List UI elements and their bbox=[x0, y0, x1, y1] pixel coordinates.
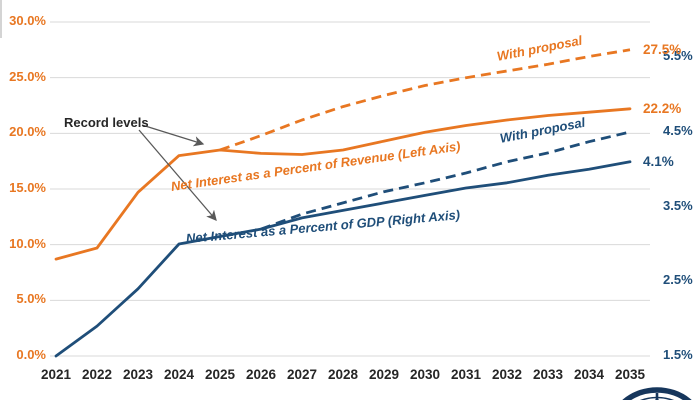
series-line-proposal-left bbox=[219, 48, 631, 152]
x-axis-tick: 2022 bbox=[81, 367, 113, 382]
record-levels-arrows bbox=[138, 124, 217, 221]
x-axis-tick: 2027 bbox=[286, 367, 318, 382]
x-axis-tick: 2021 bbox=[40, 367, 72, 382]
right-axis-tick: 1.5% bbox=[663, 347, 693, 362]
crfb-logo bbox=[622, 387, 692, 400]
x-axis-tick: 2029 bbox=[368, 367, 400, 382]
right-axis-tick: 4.5% bbox=[663, 122, 693, 138]
series-end-label: 27.5% bbox=[643, 41, 682, 57]
left-axis-tick: 20.0% bbox=[9, 124, 46, 140]
right-axis-tick: 2.5% bbox=[663, 272, 693, 288]
right-axis-tick: 3.5% bbox=[663, 197, 693, 213]
series-line-baseline-right bbox=[54, 160, 632, 358]
left-axis-tick: 10.0% bbox=[9, 235, 46, 251]
right-axis-tick: 5.5% bbox=[663, 48, 693, 64]
x-axis-tick: 2033 bbox=[532, 367, 564, 382]
series-line-proposal-right bbox=[260, 130, 631, 231]
x-axis-tick: 2026 bbox=[245, 367, 277, 382]
x-axis-tick: 2024 bbox=[163, 367, 195, 382]
window-edge-artifact bbox=[0, 0, 2, 38]
record-levels-arrow-to-gdp-line bbox=[138, 129, 217, 221]
record-levels-annotation: Record levels bbox=[64, 115, 149, 130]
x-axis-tick: 2025 bbox=[204, 367, 236, 382]
x-axis-tick: 2035 bbox=[614, 367, 646, 382]
x-axis-tick: 2031 bbox=[450, 367, 482, 382]
left-axis-tick: 5.0% bbox=[16, 291, 46, 307]
x-axis-tick: 2034 bbox=[573, 367, 605, 382]
x-axis-tick: 2030 bbox=[409, 367, 441, 382]
x-axis-tick: 2028 bbox=[327, 367, 359, 382]
x-axis-tick: 2023 bbox=[122, 367, 154, 382]
gridlines bbox=[50, 21, 650, 357]
x-axis-tick: 2032 bbox=[491, 367, 523, 382]
series-end-label: 4.1% bbox=[643, 153, 674, 169]
series-line-baseline-left bbox=[54, 107, 632, 261]
left-axis-tick: 30.0% bbox=[9, 13, 46, 28]
left-axis-tick: 15.0% bbox=[9, 180, 46, 195]
left-axis-tick: 0.0% bbox=[16, 347, 46, 362]
left-axis-tick: 25.0% bbox=[9, 68, 46, 84]
series-end-label: 22.2% bbox=[643, 100, 682, 116]
series-lines bbox=[54, 48, 632, 358]
record-levels-arrow-to-revenue-line bbox=[141, 124, 205, 147]
